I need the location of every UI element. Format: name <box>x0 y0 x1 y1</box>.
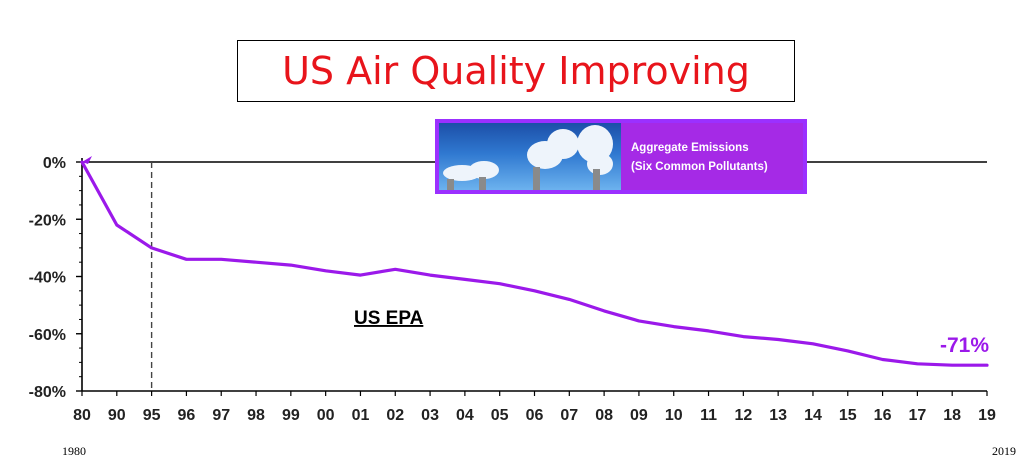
x-tick-label: 16 <box>874 407 892 424</box>
x-tick-label: 05 <box>491 407 509 424</box>
data-point <box>533 289 536 293</box>
x-tick-label: 01 <box>352 407 370 424</box>
smokestack-photo-icon <box>439 123 621 190</box>
data-point <box>428 273 432 277</box>
source-label: US EPA <box>354 308 424 329</box>
data-point <box>150 246 153 250</box>
data-point <box>916 362 919 366</box>
x-tick-label: 04 <box>456 407 474 424</box>
x-tick-label: 03 <box>421 407 439 424</box>
data-point <box>220 258 223 261</box>
x-tick-label: 17 <box>908 407 926 424</box>
x-tick-label: 18 <box>943 407 961 424</box>
data-point <box>359 273 362 277</box>
data-point <box>289 263 293 267</box>
data-point <box>115 223 119 227</box>
y-tick-label: -80% <box>29 384 66 401</box>
x-tick-label: 08 <box>595 407 613 424</box>
x-tick-label: 12 <box>734 407 752 424</box>
data-point <box>742 335 745 338</box>
data-point <box>846 349 849 353</box>
x-tick-label: 14 <box>804 407 822 424</box>
legend-box: Aggregate Emissions (Six Common Pollutan… <box>435 119 807 194</box>
y-tick-label: -60% <box>29 327 66 344</box>
legend-line-2: (Six Common Pollutants) <box>631 161 768 173</box>
data-point <box>881 358 884 361</box>
x-tick-label: 95 <box>143 407 161 424</box>
x-tick-label: 10 <box>665 407 683 424</box>
data-point <box>498 282 501 285</box>
x-tick-label: 07 <box>560 407 578 424</box>
data-point <box>185 258 188 261</box>
data-point <box>394 268 397 271</box>
x-tick-label: 15 <box>839 407 857 424</box>
x-tick-label: 97 <box>212 407 230 424</box>
end-value-label: -71% <box>940 334 989 357</box>
x-tick-label: 99 <box>282 407 300 424</box>
legend-line-1: Aggregate Emissions <box>631 142 749 154</box>
data-point <box>672 325 675 328</box>
y-tick-label: -20% <box>29 212 66 229</box>
data-point <box>811 342 815 345</box>
chart-title-box: US Air Quality Improving <box>237 40 795 102</box>
data-point <box>324 269 327 272</box>
data-point <box>568 298 571 301</box>
data-point <box>707 329 710 333</box>
data-point <box>254 260 258 264</box>
legend-text: Aggregate Emissions (Six Common Pollutan… <box>621 123 803 190</box>
x-tick-label: 96 <box>178 407 196 424</box>
start-year-label: 1980 <box>62 444 86 458</box>
x-tick-label: 00 <box>317 407 335 424</box>
x-tick-label: 09 <box>630 407 648 424</box>
data-point <box>985 364 989 367</box>
y-tick-label: -40% <box>29 270 66 287</box>
x-tick-label: 90 <box>108 407 126 424</box>
x-tick-label: 02 <box>386 407 404 424</box>
data-point <box>776 338 780 341</box>
x-tick-label: 80 <box>73 407 91 424</box>
x-tick-label: 11 <box>700 407 717 424</box>
data-point <box>463 278 467 281</box>
line-start-arrow <box>82 156 92 164</box>
data-point <box>602 309 606 313</box>
y-tick-label: 0% <box>43 155 66 172</box>
chart-title: US Air Quality Improving <box>282 49 750 93</box>
x-tick-label: 98 <box>247 407 265 424</box>
data-point <box>950 364 954 367</box>
x-tick-label: 06 <box>526 407 544 424</box>
x-tick-label: 13 <box>769 407 787 424</box>
data-point <box>637 319 641 323</box>
x-tick-label: 19 <box>978 407 996 424</box>
end-year-label: 2019 <box>992 444 1016 458</box>
